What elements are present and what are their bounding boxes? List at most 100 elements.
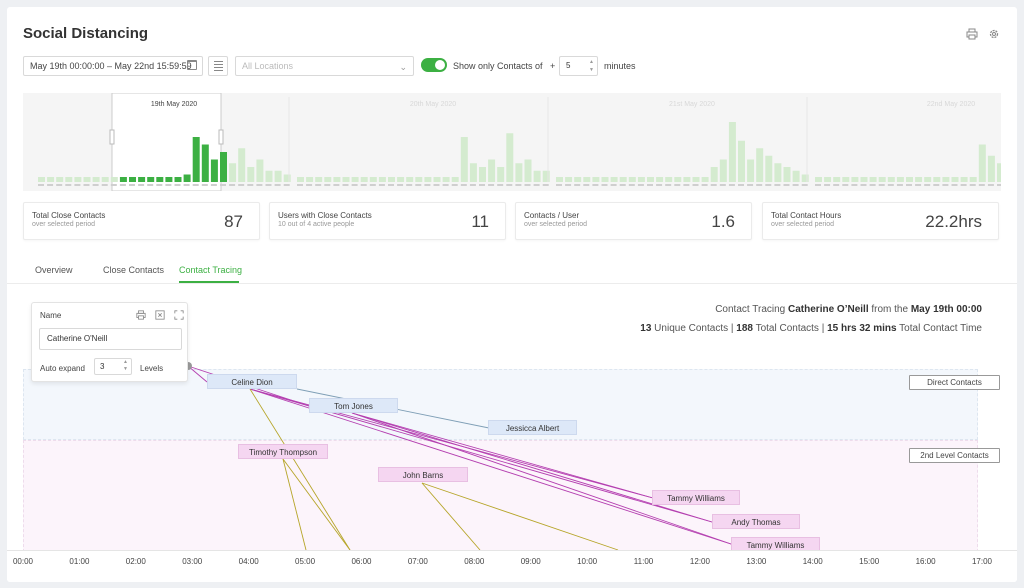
summary-from: from the — [868, 304, 911, 315]
printer-icon[interactable] — [136, 310, 146, 322]
contact-node-andy-thomas[interactable]: Andy Thomas — [712, 514, 800, 529]
timeline-hour-tick — [792, 184, 799, 186]
timeline-bar — [138, 177, 146, 182]
timeline-hour-tick — [801, 184, 808, 186]
tab-close-contacts[interactable]: Close Contacts — [103, 265, 165, 275]
timeline-bar — [238, 148, 246, 182]
timeline-hour-tick — [369, 184, 376, 186]
timeline-bar — [701, 177, 709, 182]
timeline-bar — [815, 177, 822, 182]
timeline-hour-tick — [896, 184, 903, 186]
gear-icon[interactable] — [986, 26, 1002, 42]
selection-drag-handle[interactable] — [218, 129, 224, 145]
stat-users-with-close-contacts: Users with Close Contacts 10 out of 4 ac… — [269, 202, 506, 240]
axis-tick-label: 04:00 — [238, 557, 259, 566]
contact-node-timothy-thompson[interactable]: Timothy Thompson — [238, 444, 328, 459]
stat-subtitle: over selected period — [32, 221, 96, 228]
timeline-bar — [488, 159, 496, 182]
timeline-bar — [833, 177, 841, 182]
stepper-arrows-icon[interactable]: ▲ ▼ — [589, 59, 594, 73]
stepper-arrows-icon[interactable]: ▲ ▼ — [123, 359, 128, 372]
timeline-bar — [601, 177, 609, 182]
timeline-bar — [987, 155, 995, 182]
axis-tick-label: 10:00 — [577, 557, 598, 566]
timeline-bar — [710, 167, 718, 182]
date-range-picker[interactable]: May 19th 00:00:00 – May 22nd 15:59:59 — [23, 56, 203, 76]
excel-export-icon[interactable] — [155, 310, 165, 322]
timeline-hour-tick — [997, 184, 1001, 186]
axis-tick-label: 02:00 — [125, 557, 146, 566]
timeline-hour-tick — [229, 184, 236, 186]
timeline-bar — [101, 177, 109, 182]
dashboard-card: Social Distancing May 19th 00:00:00 – Ma… — [7, 7, 1017, 582]
unique-count: 13 — [640, 323, 652, 334]
timeline-hour-tick — [637, 184, 644, 186]
direct-contacts-button[interactable]: Direct Contacts — [909, 375, 1000, 390]
printer-icon[interactable] — [964, 26, 980, 42]
contact-node-celine-dion[interactable]: Celine Dion — [207, 374, 297, 389]
timeline-hour-tick — [147, 184, 154, 186]
timeline-hour-tick — [869, 184, 876, 186]
timeline-hour-tick — [628, 184, 635, 186]
timeline-hour-tick — [92, 184, 99, 186]
tab-overview[interactable]: Overview — [35, 265, 73, 275]
minutes-label: minutes — [604, 61, 636, 71]
location-select[interactable]: All Locations ⌄ — [235, 56, 414, 76]
timeline-hour-tick — [933, 184, 940, 186]
page-title: Social Distancing — [23, 25, 149, 42]
minutes-stepper[interactable]: 5 ▲ ▼ — [559, 56, 598, 76]
timeline-hour-tick — [479, 184, 485, 186]
timeline-bar — [960, 177, 968, 182]
contact-time-label: Total Contact Time — [896, 323, 982, 334]
timeline-bar — [360, 177, 368, 182]
axis-tick-label: 12:00 — [689, 557, 710, 566]
total-count: 188 — [736, 323, 753, 334]
timeline-hour-tick — [183, 184, 190, 186]
timeline-hour-tick — [592, 184, 599, 186]
activity-timeline[interactable]: 19th May 2020 20th May 2020 21st May 2020 2… — [23, 93, 1001, 191]
show-only-toggle[interactable] — [421, 58, 447, 72]
unique-label: Unique Contacts | — [651, 323, 737, 334]
timeline-bar — [619, 177, 627, 182]
timeline-bar — [628, 177, 636, 182]
link-celine-tammy2 — [249, 388, 735, 546]
timeline-bar — [978, 144, 986, 182]
timeline-hour-tick — [174, 184, 181, 186]
timeline-hour-tick — [333, 184, 340, 186]
origin-node[interactable] — [184, 362, 192, 370]
timeline-bar — [692, 177, 700, 182]
tab-contact-tracing[interactable]: Contact Tracing — [179, 265, 243, 275]
expand-icon[interactable] — [174, 310, 184, 322]
contact-node-jessicca-albert[interactable]: Jessicca Albert — [488, 420, 577, 435]
timeline-hour-tick — [878, 184, 885, 186]
timeline-hour-tick — [756, 184, 763, 186]
timeline-hour-tick — [824, 184, 831, 186]
timeline-bar — [906, 177, 913, 182]
axis-tick-label: 13:00 — [746, 557, 767, 566]
person-name-input[interactable]: Catherine O'Neill — [39, 328, 182, 350]
list-view-button[interactable] — [208, 56, 228, 76]
calendar-icon — [187, 60, 197, 70]
timeline-bar — [397, 177, 405, 182]
selection-drag-handle[interactable] — [109, 129, 115, 145]
contact-node-tom-jones[interactable]: Tom Jones — [309, 398, 398, 413]
timeline-bar — [801, 174, 809, 182]
tracing-panel: Name Catherine O'Neill Auto expand 3 ▲ ▼ … — [31, 302, 188, 382]
timeline-hour-tick — [238, 184, 245, 186]
timeline-hour-tick — [315, 184, 322, 186]
minutes-value: 5 — [566, 61, 571, 70]
timeline-hour-tick — [138, 184, 145, 186]
auto-expand-stepper[interactable]: 3 ▲ ▼ — [94, 358, 132, 375]
timeline-bar — [220, 152, 227, 182]
axis-tick-label: 15:00 — [859, 557, 880, 566]
timeline-bar — [774, 163, 782, 182]
contact-node-tammy-williams[interactable]: Tammy Williams — [652, 490, 740, 505]
timeline-hour-tick — [506, 184, 513, 186]
timeline-bar — [174, 177, 182, 182]
timeline-hour-tick — [129, 184, 135, 186]
second-level-contacts-button[interactable]: 2nd Level Contacts — [909, 448, 1000, 463]
contact-node-john-barns[interactable]: John Barns — [378, 467, 468, 482]
stat-value: 87 — [224, 212, 243, 231]
timeline-hour-tick — [719, 184, 726, 186]
timeline-hour-tick — [360, 184, 367, 186]
